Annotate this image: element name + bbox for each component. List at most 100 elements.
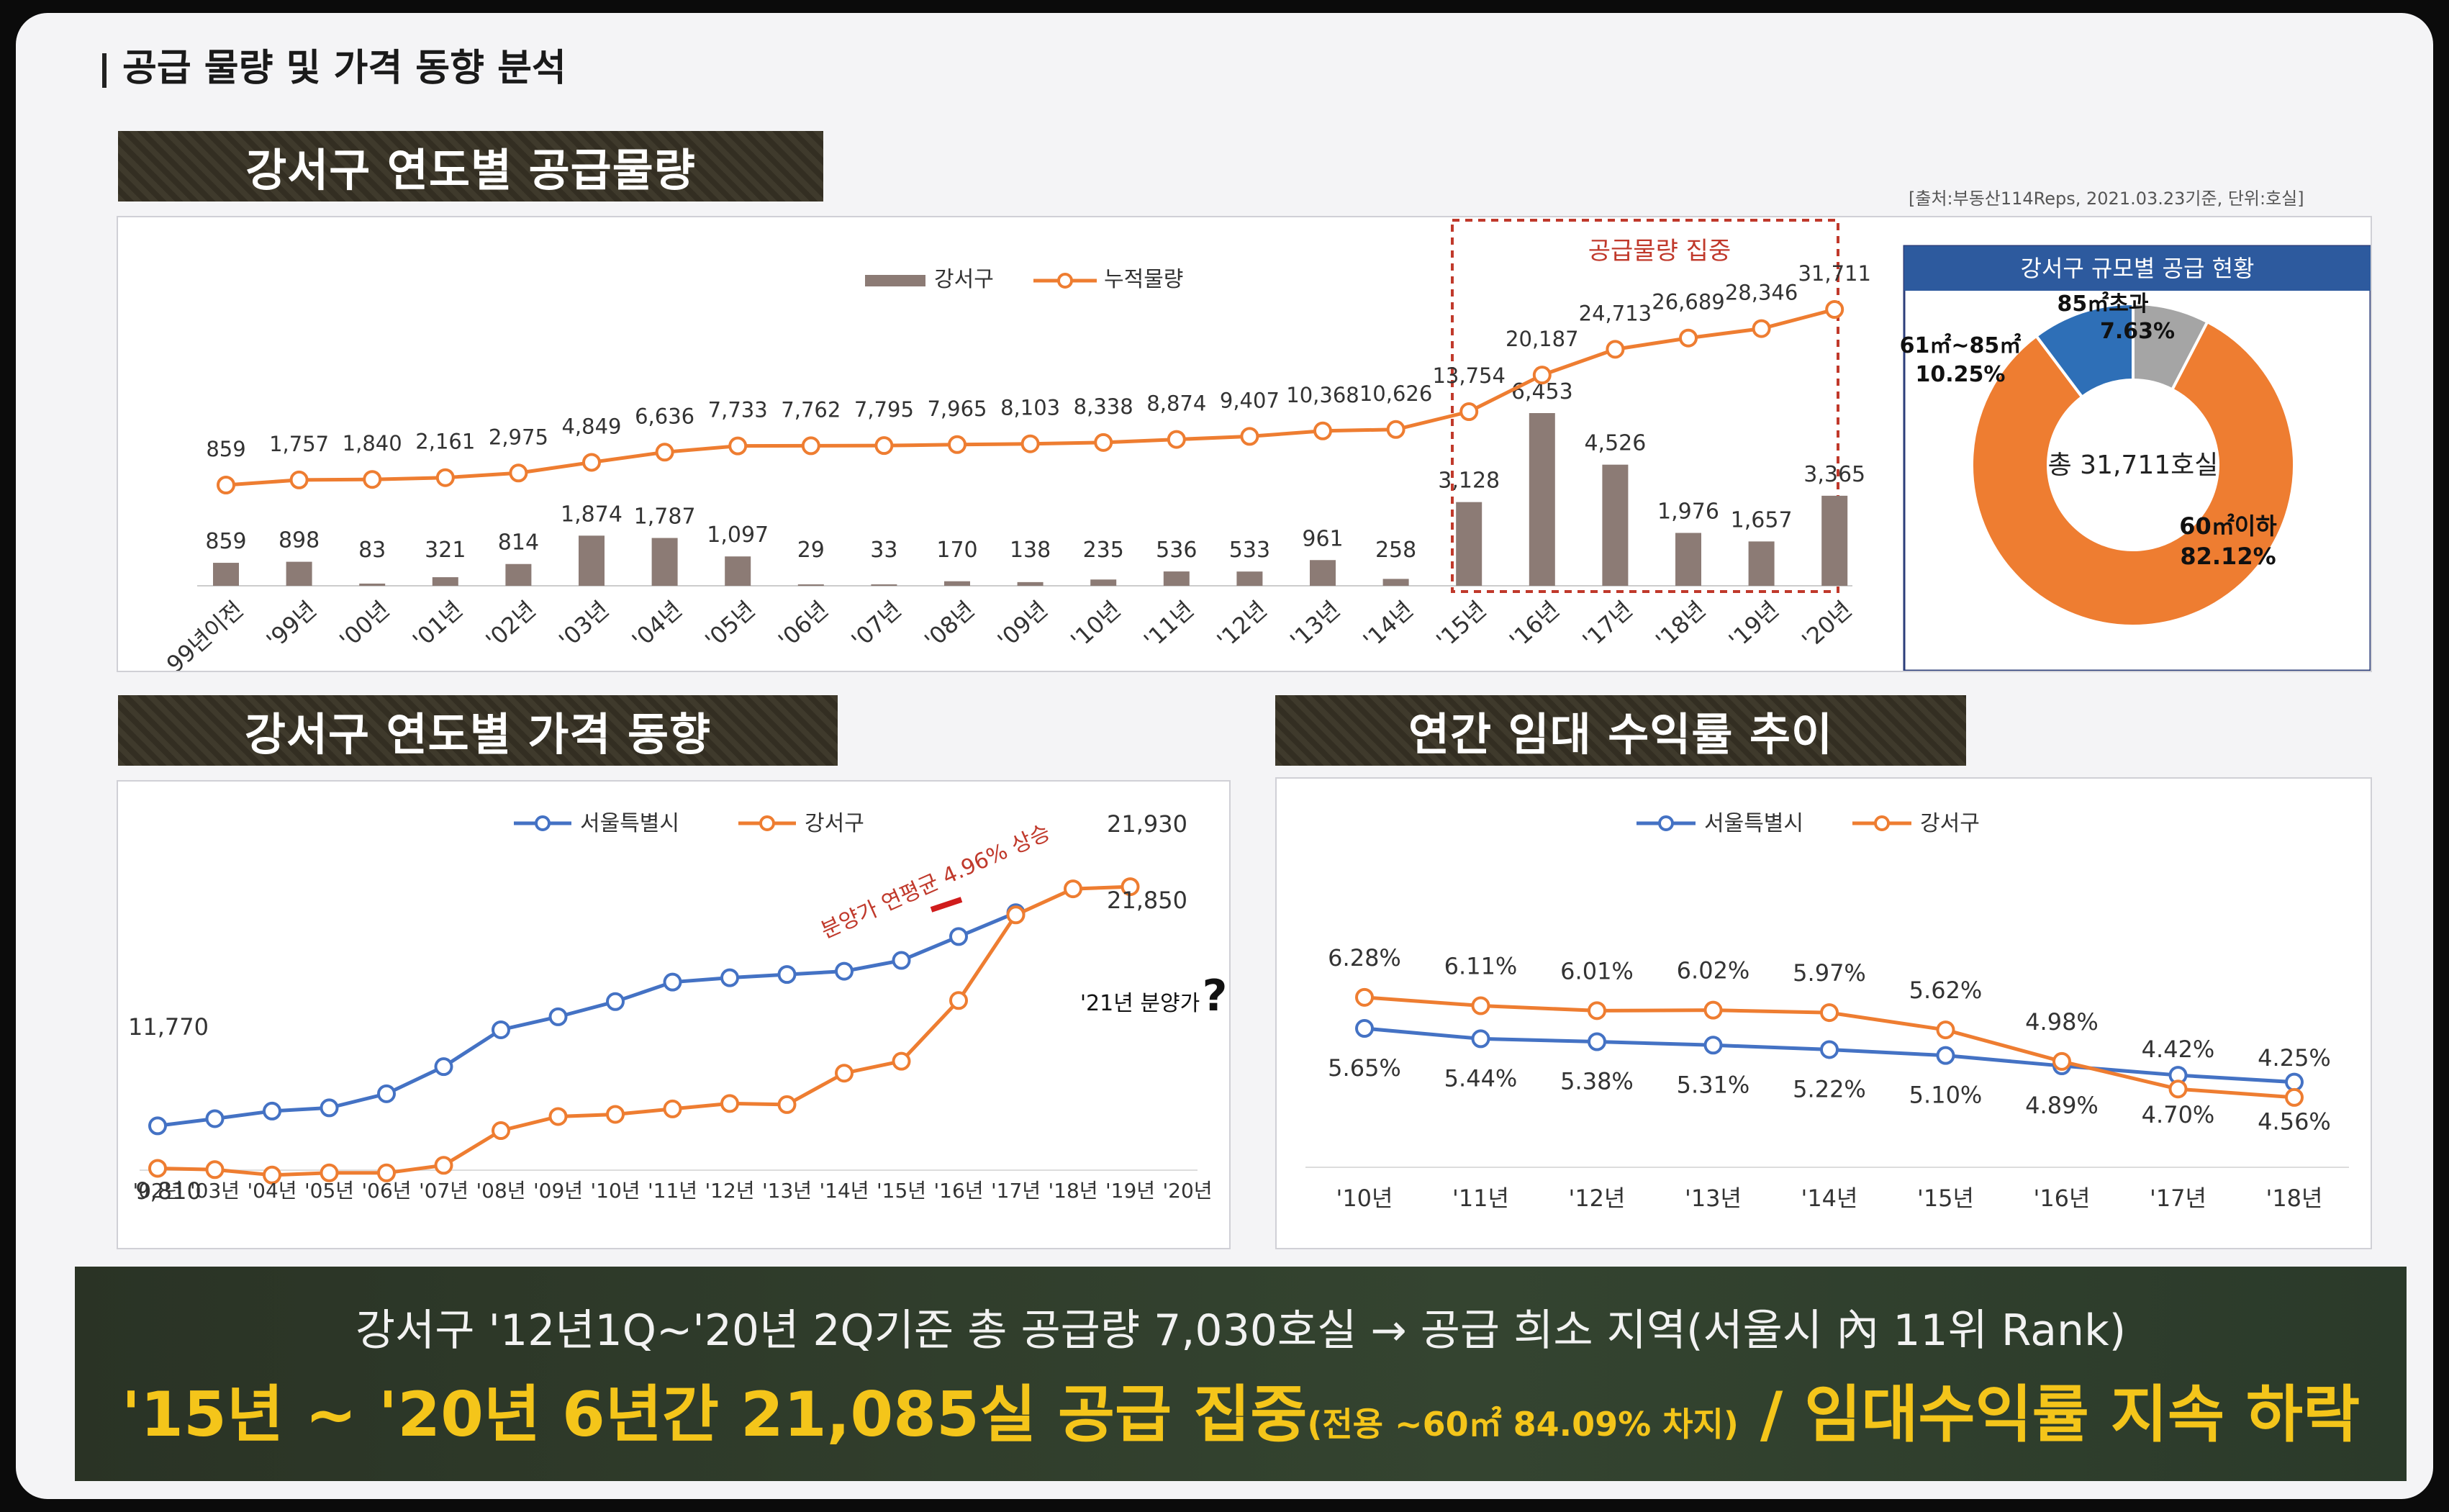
donut-value-61-85: 10.25% — [1916, 362, 2006, 387]
cumulative-label: 8,874 — [1146, 391, 1206, 416]
yield-legend-marker — [1874, 815, 1890, 831]
cumulative-point — [1825, 300, 1844, 319]
supply-bar-label: 1,097 — [707, 522, 769, 548]
price-point — [205, 1160, 225, 1180]
supply-bar-label: 235 — [1083, 538, 1124, 563]
yield-point-label: 5.62% — [1909, 977, 1983, 1004]
cumulative-label: 28,346 — [1725, 281, 1798, 305]
supply-x-label: '07년 — [846, 596, 907, 654]
donut-value-60-below: 82.12% — [2180, 543, 2276, 570]
price-point — [949, 991, 968, 1010]
supply-x-label: '18년 — [1650, 596, 1711, 654]
cumulative-point — [1094, 433, 1113, 452]
yield-point-label: 4.98% — [2025, 1008, 2099, 1036]
price-point — [320, 1098, 339, 1118]
cumulative-point — [655, 443, 674, 462]
page-title-text: 공급 물량 및 가격 동향 분석 — [122, 47, 566, 90]
price-point — [205, 1109, 225, 1128]
donut-label-85-over: 85㎡초과 — [2058, 291, 2149, 317]
yield-point — [1588, 1032, 1606, 1051]
cumulative-label: 1,757 — [269, 432, 329, 456]
supply-x-label: '01년 — [407, 596, 468, 654]
supply-x-label: '06년 — [773, 596, 833, 654]
footer-summary: 강서구 '12년1Q~'20년 2Q기준 총 공급량 7,030호실 → 공급 … — [75, 1267, 2407, 1481]
supply-bar — [1456, 502, 1482, 586]
yield-banner-text: 연간 임대 수익률 추이 — [1408, 708, 1834, 761]
yield-banner: 연간 임대 수익률 추이 — [1275, 695, 1966, 766]
supply-x-label: '13년 — [1285, 596, 1345, 654]
yield-point-label: 6.11% — [1444, 953, 1518, 980]
supply-bar — [213, 563, 239, 586]
price-point — [377, 1084, 396, 1103]
supply-x-label: '99년 — [261, 596, 322, 654]
supply-bar — [1675, 533, 1701, 586]
price-question-mark: ? — [1203, 971, 1228, 1021]
yield-x-label: '13년 — [1685, 1185, 1742, 1212]
supply-bar — [1163, 571, 1190, 586]
cumulative-point — [1752, 319, 1771, 338]
supply-x-label: '02년 — [481, 596, 541, 654]
price-x-label: '02년 — [132, 1179, 182, 1203]
price-point — [263, 1101, 281, 1121]
cumulative-point — [728, 436, 748, 456]
price-line — [157, 910, 1017, 1128]
supply-bar-label: 1,976 — [1657, 499, 1719, 525]
price-arrow — [930, 897, 963, 913]
price-point — [377, 1163, 396, 1182]
price-point — [320, 1163, 339, 1182]
cumulative-label: 9,407 — [1220, 388, 1280, 412]
supply-x-label: '20년 — [1796, 596, 1857, 654]
supply-bar-label: 961 — [1302, 526, 1343, 551]
price-legend-label: 강서구 — [805, 811, 864, 836]
cumulative-point — [582, 453, 601, 472]
cumulative-label: 24,713 — [1579, 301, 1652, 325]
supply-bar — [1602, 464, 1629, 586]
yield-point — [1471, 1029, 1490, 1049]
price-chart: 서울특별시 강서구 11,770 9,810 21,930 21,850 분양가 연평균 4… — [128, 810, 1228, 1205]
supply-bar-label: 4,526 — [1584, 431, 1646, 456]
price-point — [949, 927, 968, 946]
cumulative-point — [1313, 421, 1332, 440]
supply-bar-label: 533 — [1229, 538, 1270, 563]
cumulative-label: 7,733 — [708, 398, 768, 422]
yield-point-label: 4.56% — [2258, 1108, 2331, 1136]
price-point — [663, 972, 682, 992]
cumulative-point — [1532, 366, 1552, 385]
legend-label-gangseo: 강서구 — [934, 267, 994, 292]
yield-point — [1820, 1003, 1839, 1023]
yield-point-label: 6.02% — [1677, 957, 1750, 984]
price-x-label: '10년 — [590, 1179, 640, 1203]
supply-bar — [651, 538, 678, 586]
footer-small: (전용 ~60㎡ 84.09% 차지) — [1307, 1405, 1739, 1444]
slide: 공급 물량 및 가격 동향 분석 강서구 연도별 공급물량 강서구 연도별 가격… — [16, 13, 2433, 1499]
highlight-box — [1451, 219, 1839, 593]
supply-bar-label: 138 — [1010, 538, 1051, 563]
yield-point-label: 5.97% — [1793, 959, 1866, 987]
footer-line-2: '15년 ~ '20년 6년간 21,085실 공급 집중(전용 ~60㎡ 84… — [75, 1364, 2407, 1454]
cumulative-label: 10,626 — [1359, 381, 1432, 406]
supply-bar — [1310, 560, 1336, 586]
yield-point — [1588, 1001, 1606, 1020]
highlight-label: 공급물량 집중 — [1588, 237, 1731, 266]
supply-x-label: '05년 — [700, 596, 760, 654]
yield-x-label: '17년 — [2150, 1185, 2206, 1212]
supply-x-label: '03년 — [553, 596, 614, 654]
price-point — [434, 1057, 453, 1077]
cumulative-label: 859 — [206, 437, 245, 461]
yield-point — [2285, 1072, 2304, 1092]
cumulative-point — [1606, 340, 1625, 359]
supply-bar — [579, 535, 605, 586]
price-point — [263, 1165, 281, 1185]
cumulative-label: 2,975 — [489, 425, 548, 449]
legend-label-cumulative: 누적물량 — [1104, 267, 1183, 292]
footer-main: '15년 ~ '20년 6년간 21,085실 공급 집중 — [121, 1379, 1308, 1451]
donut-label-60-below: 60㎡이하 — [2179, 512, 2277, 540]
price-point — [892, 951, 911, 970]
supply-bar-label: 3,365 — [1803, 462, 1865, 487]
cumulative-point — [948, 435, 967, 454]
price-x-label: '15년 — [877, 1179, 926, 1203]
yield-point — [1936, 1046, 1955, 1065]
supply-bar — [1236, 571, 1263, 586]
yield-point — [1471, 996, 1490, 1015]
cumulative-label: 31,711 — [1798, 261, 1870, 286]
